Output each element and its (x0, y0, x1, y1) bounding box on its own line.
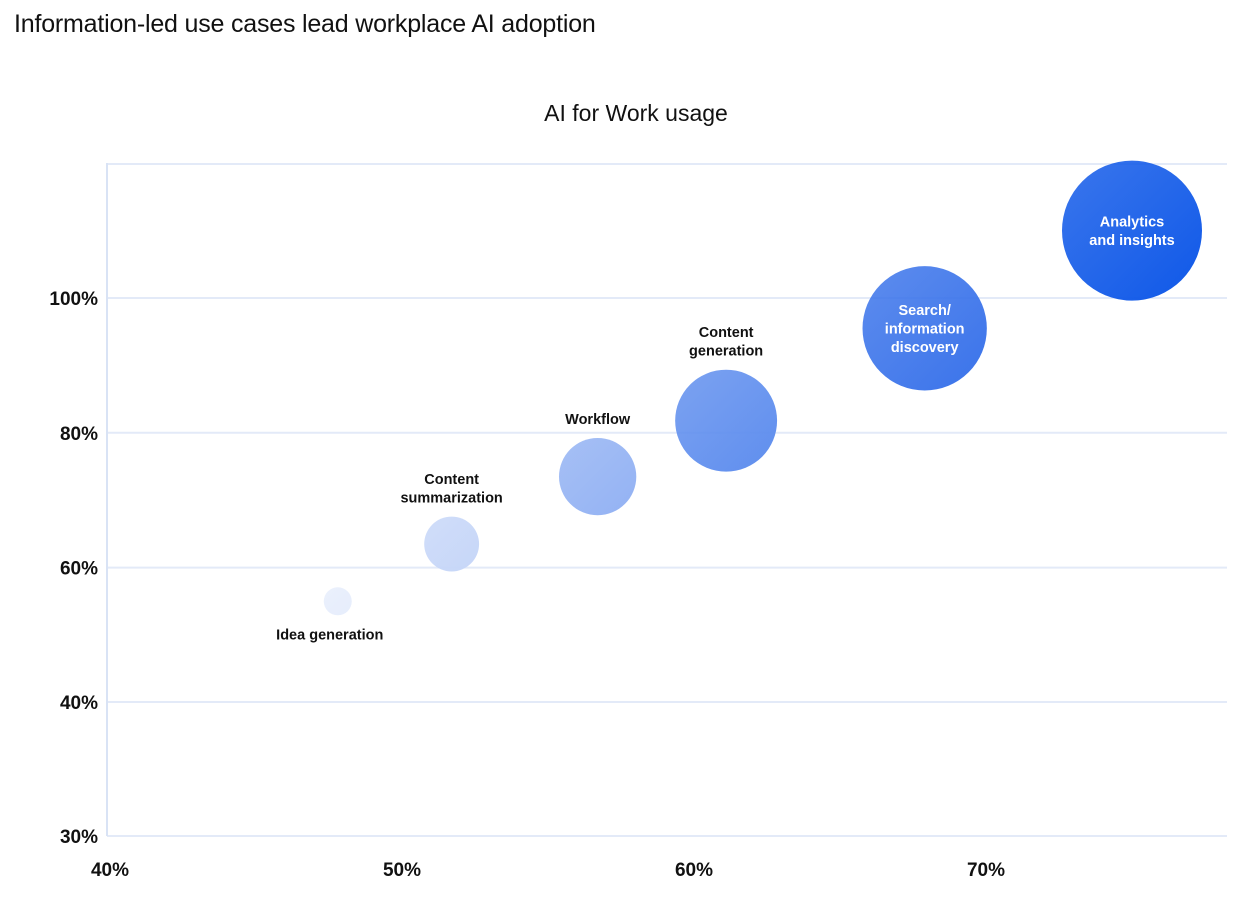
bubble-label: Idea generation (276, 627, 383, 643)
x-tick-label: 50% (383, 860, 421, 881)
bubble-label: Analytics (1100, 214, 1164, 230)
y-tick-label: 100% (49, 289, 98, 310)
bubble-label: Content (424, 472, 479, 488)
bubble-label: Workflow (565, 412, 631, 428)
bubbles: Idea generation Content summarization Workf… (276, 160, 1202, 643)
bubble-label: discovery (891, 340, 959, 356)
bubble-analytics-and-insights (1062, 160, 1202, 301)
bubble-label: Content (699, 325, 754, 341)
bubble-label: Search/ (898, 303, 950, 319)
bubble-label: information (885, 321, 965, 337)
bubble-content-summarization (424, 516, 480, 572)
bubble-label: and insights (1089, 233, 1174, 249)
x-tick-label: 40% (91, 860, 129, 881)
bubble-workflow (559, 437, 637, 516)
page-heading: Information-led use cases lead workplace… (14, 10, 596, 38)
y-tick-label: 40% (60, 693, 98, 714)
y-tick-label: 60% (60, 559, 98, 580)
bubble-search-information-discovery (862, 266, 987, 391)
y-tick-label: 30% (60, 827, 98, 848)
bubble-label: generation (689, 344, 763, 360)
y-tick-label: 80% (60, 424, 98, 445)
grid-lines (107, 163, 1227, 837)
x-axis-ticks: 40% 50% 60% 70% (91, 860, 1005, 881)
bubble-label: summarization (400, 491, 502, 507)
bubble-idea-generation (323, 587, 352, 616)
x-tick-label: 70% (967, 860, 1005, 881)
chart-title: AI for Work usage (544, 100, 728, 126)
y-axis-ticks: 30% 40% 60% 80% 100% (49, 289, 98, 848)
x-tick-label: 60% (675, 860, 713, 881)
bubble-content-generation (675, 369, 778, 472)
